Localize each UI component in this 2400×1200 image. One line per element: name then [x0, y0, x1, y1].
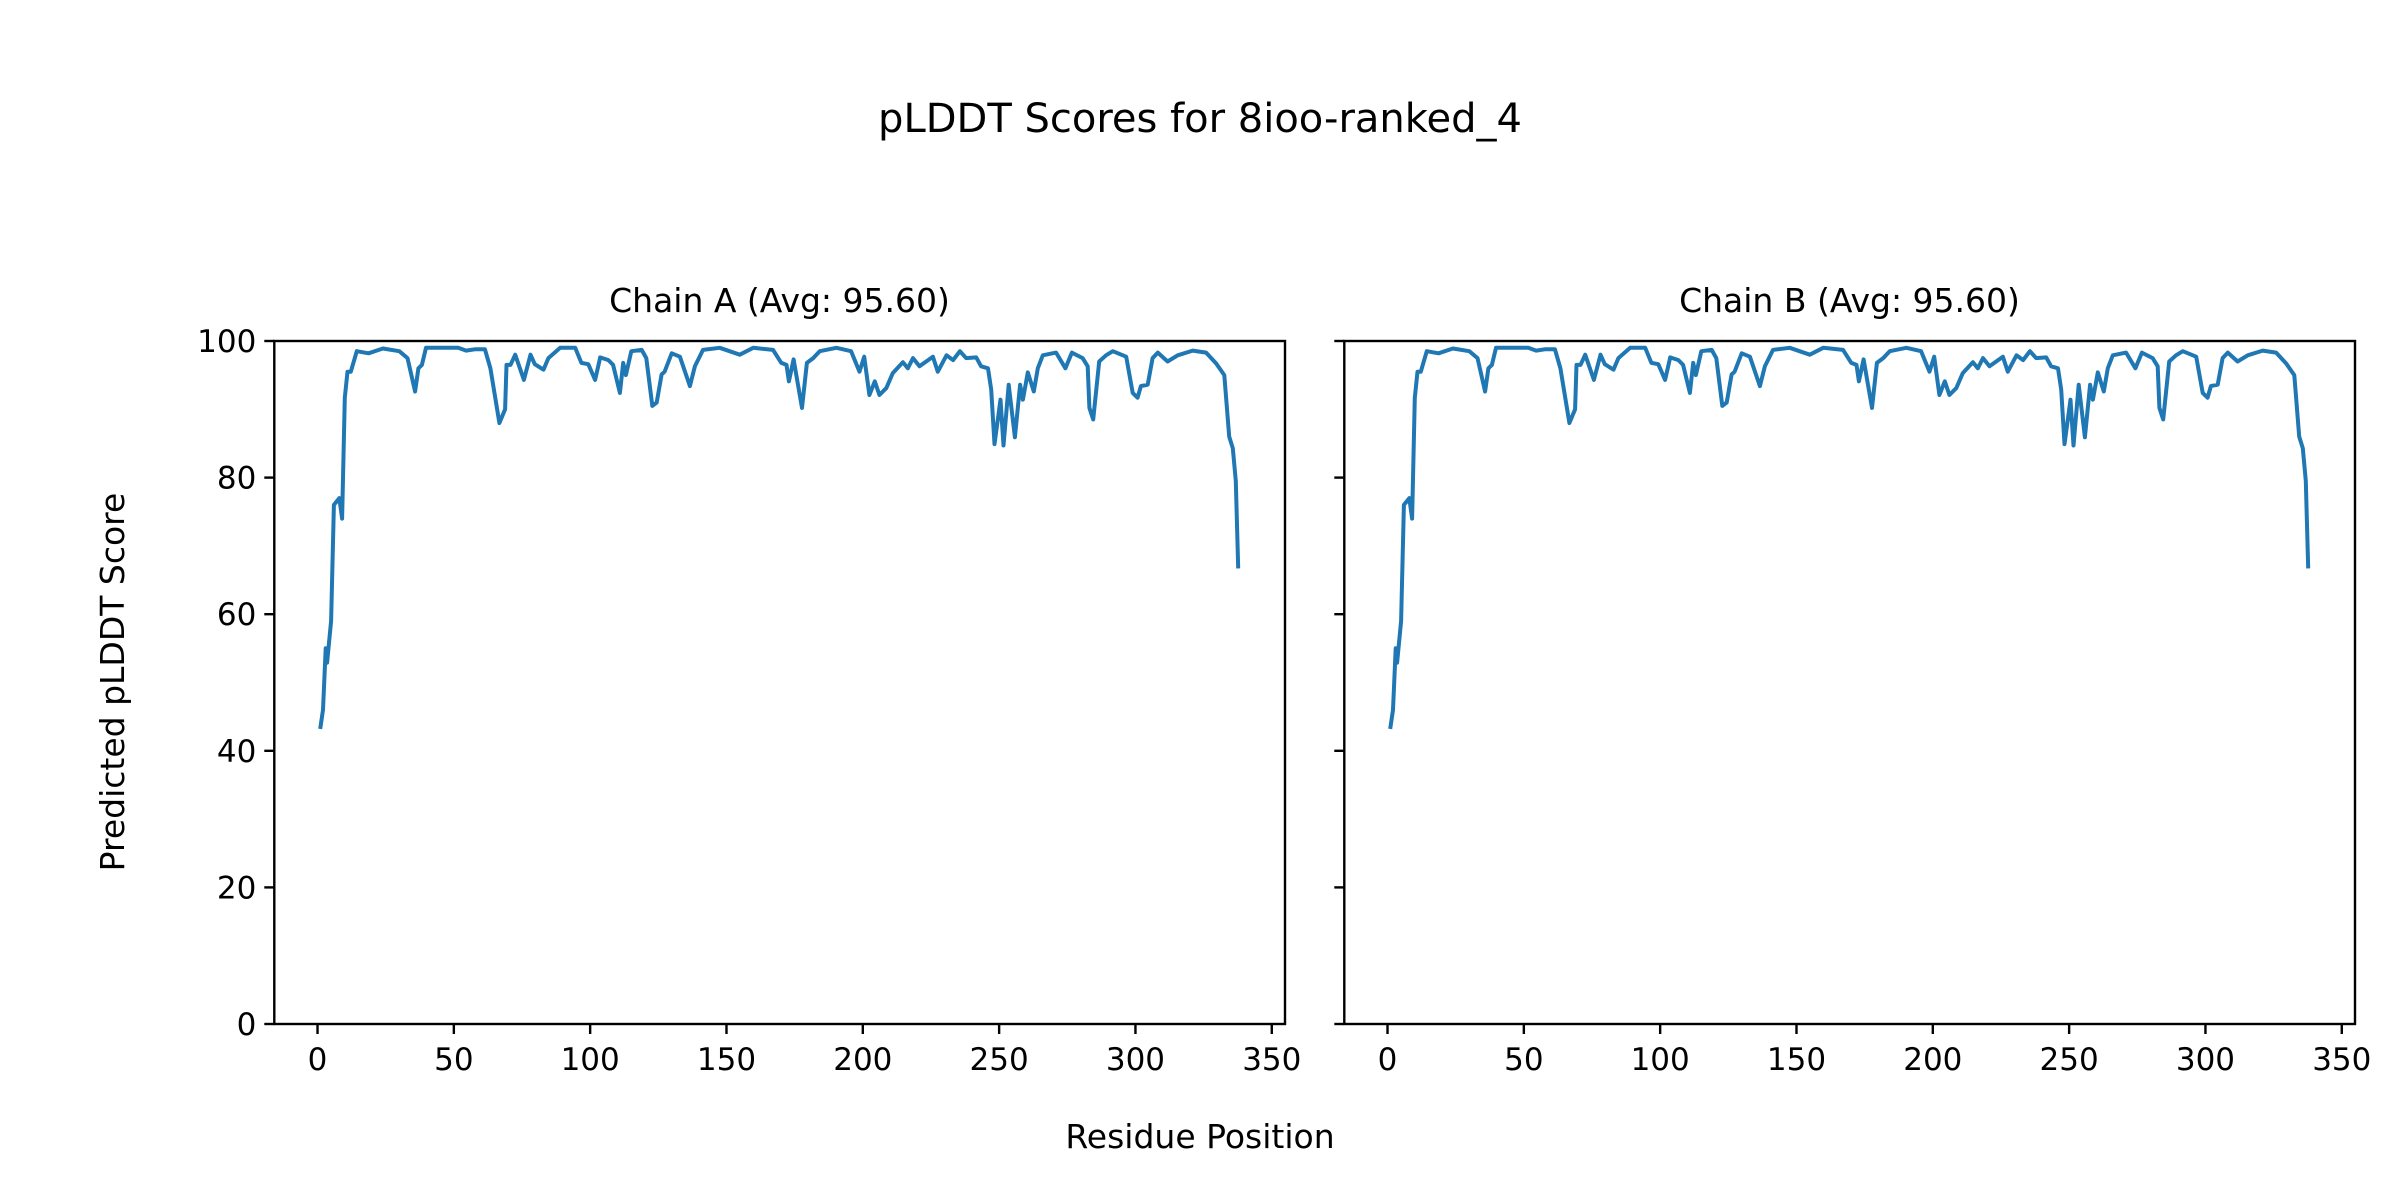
x-tick-label: 350 [2312, 1042, 2371, 1078]
x-tick-label: 350 [1242, 1042, 1301, 1078]
axes-frame [1343, 339, 2357, 1026]
y-tick-label: 100 [197, 324, 256, 360]
panel-chain-b: Chain B (Avg: 95.60) 0 50 100 150 200 250 300 3… [1334, 281, 2371, 1078]
x-tick-label: 150 [697, 1042, 756, 1078]
y-tick-label: 40 [217, 734, 256, 770]
panel-title: Chain B (Avg: 95.60) [1679, 281, 2020, 320]
plddt-line [318, 345, 1241, 730]
x-tick-label: 50 [1504, 1042, 1543, 1078]
x-axis-label: Residue Position [1065, 1117, 1334, 1156]
plddt-line [1388, 345, 2311, 730]
x-tick-label: 150 [1767, 1042, 1826, 1078]
x-tick-label: 250 [2040, 1042, 2099, 1078]
y-tick-label: 60 [217, 597, 256, 633]
x-tick-label: 300 [1106, 1042, 1165, 1078]
x-tick-label: 250 [970, 1042, 1029, 1078]
y-tick-label: 0 [237, 1007, 257, 1043]
x-tick-label: 300 [2176, 1042, 2235, 1078]
panel-chain-a: Chain A (Avg: 95.60) 0 50 100 150 200 250 300 3… [197, 281, 1301, 1078]
y-axis-label: Predicted pLDDT Score [93, 493, 132, 872]
panel-title: Chain A (Avg: 95.60) [609, 281, 950, 320]
x-tick-label: 0 [308, 1042, 328, 1078]
x-tick-label: 100 [1631, 1042, 1690, 1078]
x-tick-label: 100 [561, 1042, 620, 1078]
x-tick-label: 50 [434, 1042, 473, 1078]
x-tick-label: 200 [1903, 1042, 1962, 1078]
y-tick-label: 20 [217, 870, 256, 906]
x-tick-label: 200 [833, 1042, 892, 1078]
axes-frame [273, 339, 1287, 1026]
y-tick-label: 80 [217, 461, 256, 497]
x-tick-label: 0 [1378, 1042, 1398, 1078]
figure-title: pLDDT Scores for 8ioo-ranked_4 [878, 96, 1522, 142]
